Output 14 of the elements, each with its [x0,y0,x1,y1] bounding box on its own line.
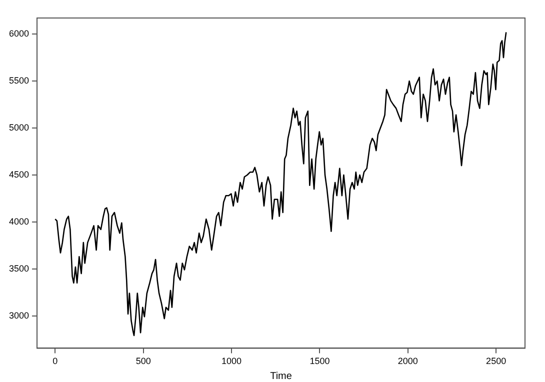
y-tick-label: 3500 [8,263,30,274]
x-tick-label: 2000 [398,356,418,366]
x-axis-title: Time [270,370,292,382]
x-tick-label: 0 [52,356,58,366]
y-tick-label: 4000 [8,216,30,226]
x-tick-label: 2500 [486,356,506,366]
y-tick-label: 6000 [8,28,30,39]
y-tick-label: 5500 [8,76,30,86]
x-tick-label: 500 [136,356,151,366]
x-tick-label: 1000 [222,356,242,366]
y-tick-label: 4500 [8,169,30,180]
y-tick-label: 3000 [8,310,30,320]
x-tick-label: 1500 [310,356,330,366]
y-tick-label: 5000 [8,122,30,133]
